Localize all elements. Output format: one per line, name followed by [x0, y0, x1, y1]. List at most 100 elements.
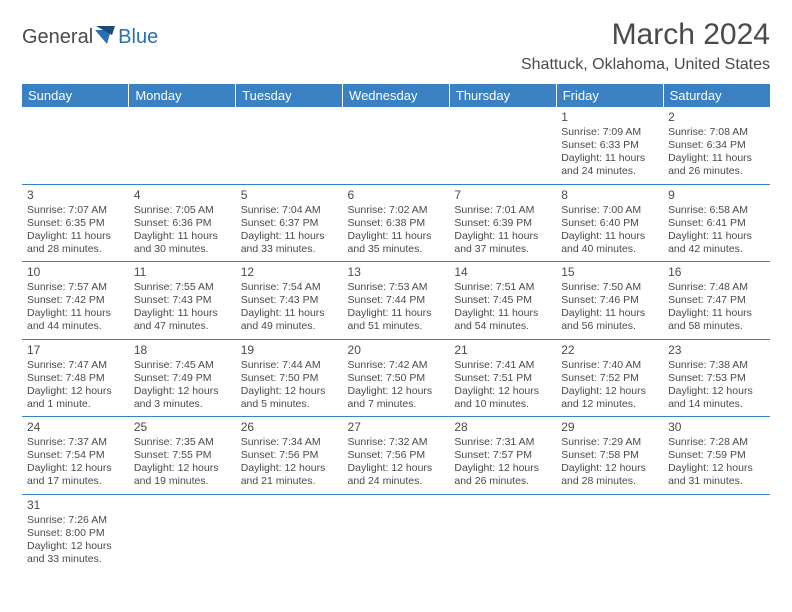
calendar-cell	[343, 107, 450, 184]
daylight-line: Daylight: 11 hours and 40 minutes.	[561, 230, 658, 256]
sunrise-line: Sunrise: 7:02 AM	[348, 204, 445, 217]
sunrise-line: Sunrise: 7:42 AM	[348, 359, 445, 372]
sunset-line: Sunset: 7:54 PM	[27, 449, 124, 462]
daylight-line: Daylight: 11 hours and 54 minutes.	[454, 307, 551, 333]
daylight-line: Daylight: 12 hours and 24 minutes.	[348, 462, 445, 488]
day-number: 31	[27, 498, 124, 513]
daylight-line: Daylight: 12 hours and 19 minutes.	[134, 462, 231, 488]
calendar-cell	[449, 107, 556, 184]
sunrise-line: Sunrise: 7:34 AM	[241, 436, 338, 449]
calendar-cell: 5Sunrise: 7:04 AMSunset: 6:37 PMDaylight…	[236, 184, 343, 262]
sunrise-line: Sunrise: 7:45 AM	[134, 359, 231, 372]
daylight-line: Daylight: 12 hours and 14 minutes.	[668, 385, 765, 411]
sunset-line: Sunset: 7:58 PM	[561, 449, 658, 462]
day-number: 21	[454, 343, 551, 358]
sunset-line: Sunset: 7:49 PM	[134, 372, 231, 385]
daylight-line: Daylight: 12 hours and 21 minutes.	[241, 462, 338, 488]
calendar-cell	[449, 494, 556, 571]
calendar-cell: 28Sunrise: 7:31 AMSunset: 7:57 PMDayligh…	[449, 417, 556, 495]
day-number: 13	[348, 265, 445, 280]
sunrise-line: Sunrise: 7:09 AM	[561, 126, 658, 139]
daylight-line: Daylight: 12 hours and 12 minutes.	[561, 385, 658, 411]
sunset-line: Sunset: 6:33 PM	[561, 139, 658, 152]
calendar-cell	[343, 494, 450, 571]
daylight-line: Daylight: 11 hours and 42 minutes.	[668, 230, 765, 256]
day-number: 5	[241, 188, 338, 203]
daylight-line: Daylight: 12 hours and 26 minutes.	[454, 462, 551, 488]
sunset-line: Sunset: 6:41 PM	[668, 217, 765, 230]
sunset-line: Sunset: 7:59 PM	[668, 449, 765, 462]
sunrise-line: Sunrise: 7:47 AM	[27, 359, 124, 372]
calendar-cell: 26Sunrise: 7:34 AMSunset: 7:56 PMDayligh…	[236, 417, 343, 495]
sunset-line: Sunset: 6:38 PM	[348, 217, 445, 230]
day-header-row: SundayMondayTuesdayWednesdayThursdayFrid…	[22, 84, 770, 107]
sunrise-line: Sunrise: 7:07 AM	[27, 204, 124, 217]
sunset-line: Sunset: 7:56 PM	[348, 449, 445, 462]
calendar-cell: 4Sunrise: 7:05 AMSunset: 6:36 PMDaylight…	[129, 184, 236, 262]
title-block: March 2024 Shattuck, Oklahoma, United St…	[521, 18, 770, 74]
day-number: 26	[241, 420, 338, 435]
sunrise-line: Sunrise: 6:58 AM	[668, 204, 765, 217]
sunset-line: Sunset: 6:35 PM	[27, 217, 124, 230]
sunset-line: Sunset: 6:40 PM	[561, 217, 658, 230]
sunrise-line: Sunrise: 7:05 AM	[134, 204, 231, 217]
sunset-line: Sunset: 7:45 PM	[454, 294, 551, 307]
calendar-body: 1Sunrise: 7:09 AMSunset: 6:33 PMDaylight…	[22, 107, 770, 571]
day-number: 10	[27, 265, 124, 280]
day-number: 27	[348, 420, 445, 435]
calendar-cell: 27Sunrise: 7:32 AMSunset: 7:56 PMDayligh…	[343, 417, 450, 495]
calendar-row: 17Sunrise: 7:47 AMSunset: 7:48 PMDayligh…	[22, 339, 770, 417]
daylight-line: Daylight: 11 hours and 24 minutes.	[561, 152, 658, 178]
calendar-row: 3Sunrise: 7:07 AMSunset: 6:35 PMDaylight…	[22, 184, 770, 262]
daylight-line: Daylight: 11 hours and 56 minutes.	[561, 307, 658, 333]
sunrise-line: Sunrise: 7:57 AM	[27, 281, 124, 294]
daylight-line: Daylight: 12 hours and 3 minutes.	[134, 385, 231, 411]
header: General Blue March 2024 Shattuck, Oklaho…	[22, 18, 770, 74]
sunset-line: Sunset: 6:34 PM	[668, 139, 765, 152]
sunset-line: Sunset: 6:39 PM	[454, 217, 551, 230]
day-number: 18	[134, 343, 231, 358]
sunset-line: Sunset: 7:52 PM	[561, 372, 658, 385]
page-title: March 2024	[521, 18, 770, 52]
sunset-line: Sunset: 7:56 PM	[241, 449, 338, 462]
day-header: Wednesday	[343, 84, 450, 107]
sunset-line: Sunset: 6:36 PM	[134, 217, 231, 230]
logo-text-general: General	[22, 26, 93, 49]
calendar-table: SundayMondayTuesdayWednesdayThursdayFrid…	[22, 84, 770, 571]
calendar-cell: 17Sunrise: 7:47 AMSunset: 7:48 PMDayligh…	[22, 339, 129, 417]
sunset-line: Sunset: 7:57 PM	[454, 449, 551, 462]
calendar-cell: 7Sunrise: 7:01 AMSunset: 6:39 PMDaylight…	[449, 184, 556, 262]
calendar-cell: 13Sunrise: 7:53 AMSunset: 7:44 PMDayligh…	[343, 262, 450, 340]
calendar-cell: 21Sunrise: 7:41 AMSunset: 7:51 PMDayligh…	[449, 339, 556, 417]
calendar-cell: 15Sunrise: 7:50 AMSunset: 7:46 PMDayligh…	[556, 262, 663, 340]
calendar-cell	[663, 494, 770, 571]
sunset-line: Sunset: 8:00 PM	[27, 527, 124, 540]
sunset-line: Sunset: 7:50 PM	[241, 372, 338, 385]
sunrise-line: Sunrise: 7:40 AM	[561, 359, 658, 372]
sunset-line: Sunset: 7:51 PM	[454, 372, 551, 385]
location-label: Shattuck, Oklahoma, United States	[521, 56, 770, 74]
day-number: 29	[561, 420, 658, 435]
day-number: 30	[668, 420, 765, 435]
calendar-cell: 6Sunrise: 7:02 AMSunset: 6:38 PMDaylight…	[343, 184, 450, 262]
daylight-line: Daylight: 11 hours and 28 minutes.	[27, 230, 124, 256]
sunrise-line: Sunrise: 7:29 AM	[561, 436, 658, 449]
daylight-line: Daylight: 11 hours and 26 minutes.	[668, 152, 765, 178]
day-number: 12	[241, 265, 338, 280]
day-number: 25	[134, 420, 231, 435]
daylight-line: Daylight: 11 hours and 30 minutes.	[134, 230, 231, 256]
daylight-line: Daylight: 11 hours and 58 minutes.	[668, 307, 765, 333]
calendar-cell	[129, 494, 236, 571]
sunset-line: Sunset: 7:46 PM	[561, 294, 658, 307]
sunset-line: Sunset: 7:43 PM	[134, 294, 231, 307]
calendar-cell: 19Sunrise: 7:44 AMSunset: 7:50 PMDayligh…	[236, 339, 343, 417]
sunrise-line: Sunrise: 7:50 AM	[561, 281, 658, 294]
sunrise-line: Sunrise: 7:41 AM	[454, 359, 551, 372]
day-number: 22	[561, 343, 658, 358]
daylight-line: Daylight: 12 hours and 33 minutes.	[27, 540, 124, 566]
sunrise-line: Sunrise: 7:44 AM	[241, 359, 338, 372]
sunrise-line: Sunrise: 7:28 AM	[668, 436, 765, 449]
sunset-line: Sunset: 7:42 PM	[27, 294, 124, 307]
sunset-line: Sunset: 6:37 PM	[241, 217, 338, 230]
daylight-line: Daylight: 12 hours and 17 minutes.	[27, 462, 124, 488]
